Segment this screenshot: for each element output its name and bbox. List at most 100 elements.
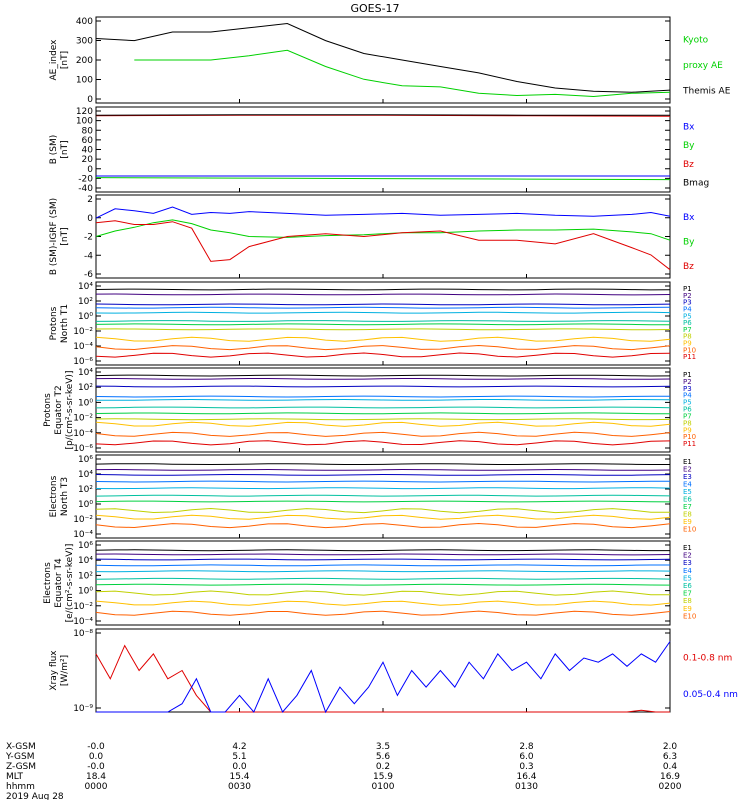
y-tick-label: -6 [84, 270, 93, 280]
legend-entry: P8 [683, 419, 692, 427]
flux-channel-line [95, 473, 671, 476]
y-tick-label: -20 [78, 174, 93, 184]
series-line [95, 114, 670, 116]
legend-entry: E2 [683, 552, 692, 560]
legend-entry: E10 [683, 612, 696, 620]
flux-channel-line [95, 494, 671, 497]
flux-channel-line [95, 311, 671, 314]
legend-entry: P5 [683, 399, 692, 407]
flux-channel-line [95, 328, 671, 331]
footer-value: 0.4 [663, 762, 678, 772]
y-tick-label: 10⁻⁶ [73, 444, 93, 454]
y-tick-label: 2 [87, 195, 93, 205]
y-axis-label: Equator T4 [54, 558, 64, 608]
y-tick-label: 10⁻⁴ [73, 617, 93, 627]
y-tick-label: 10⁰ [78, 587, 93, 597]
y-tick-label: 100 [76, 117, 93, 127]
flux-channel-line [95, 590, 670, 596]
y-tick-label: 40 [82, 146, 94, 156]
legend-entry: P10 [683, 433, 696, 441]
legend-entry: E1 [683, 544, 692, 552]
flux-channel-line [95, 293, 671, 296]
legend-entry: E8 [683, 597, 692, 605]
legend-entry: P4 [683, 305, 692, 313]
legend-entry: E9 [683, 518, 692, 526]
flux-channel-line [95, 610, 671, 616]
flux-channel-line [95, 406, 671, 409]
flux-channel-line [95, 440, 671, 446]
legend-entry: E8 [683, 511, 692, 519]
legend-entry: E7 [683, 503, 692, 511]
y-tick-label: 10⁴ [78, 368, 93, 378]
y-tick-label: 10⁻⁹ [73, 704, 93, 714]
y-axis-label: Electrons [43, 562, 53, 604]
flux-channel-line [95, 288, 671, 291]
flux-channel-line [95, 577, 671, 580]
panel-frame [95, 540, 671, 626]
flux-channel-line [95, 374, 671, 377]
y-tick-label: 0 [87, 95, 93, 105]
y-axis-label: Protons [49, 306, 59, 340]
y-axis-label: Xray flux [49, 650, 59, 691]
flux-channel-line [95, 336, 671, 342]
legend-entry: P1 [683, 371, 692, 379]
y-tick-label: -2 [84, 233, 93, 243]
legend-entry: E2 [683, 466, 692, 474]
footer-value: 5.1 [232, 752, 246, 762]
flux-channel-line [95, 352, 671, 358]
footer-value: 5.6 [376, 752, 391, 762]
legend-entry: 0.05-0.4 nm [683, 690, 738, 700]
footer-row-label: 2019 Aug 28 [6, 792, 64, 800]
footer-value: -0.0 [87, 742, 105, 752]
footer-value: -0.0 [87, 762, 105, 772]
legend-entry: Bmag [683, 179, 709, 189]
flux-channel-line [95, 600, 671, 606]
y-tick-label: 10⁻⁴ [73, 429, 93, 439]
chart-title: GOES-17 [350, 2, 399, 15]
flux-channel-line [95, 564, 670, 567]
y-axis-label: [nT] [60, 140, 70, 158]
y-axis-label: [nT] [60, 51, 70, 69]
legend-entry: P11 [683, 440, 696, 448]
legend-entry: P3 [683, 385, 692, 393]
footer-row-label: Y-GSM [5, 752, 34, 762]
legend-entry: By [683, 141, 695, 151]
flux-channel-line [95, 583, 671, 586]
y-axis-label: North T1 [60, 304, 70, 343]
y-tick-label: 400 [76, 17, 93, 27]
y-tick-label: 60 [82, 136, 94, 146]
footer-value: 2.8 [519, 742, 534, 752]
flux-channel-line [95, 395, 670, 398]
legend-entry: 0.1-0.8 nm [683, 653, 732, 663]
series-line [95, 177, 671, 181]
legend-entry: By [683, 238, 695, 248]
y-tick-label: 10⁻⁴ [73, 342, 93, 352]
y-axis-label: [nT] [60, 227, 70, 245]
flux-channel-line [95, 507, 670, 514]
legend-entry: Themis AE [682, 86, 731, 96]
footer-value: 6.3 [663, 752, 677, 762]
y-tick-label: 10⁻² [73, 327, 93, 337]
legend-entry: P3 [683, 299, 692, 307]
series-line [95, 220, 671, 271]
y-axis-label: [W/m²] [60, 655, 70, 686]
panel-frame [95, 367, 671, 453]
flux-channel-line [95, 303, 671, 306]
legend-entry: E7 [683, 590, 692, 598]
footer-value: 4.2 [232, 742, 246, 752]
footer-value: 0130 [515, 782, 538, 792]
y-axis-label: Electrons [49, 475, 59, 517]
y-tick-label: 10² [78, 571, 93, 581]
flux-channel-line [95, 487, 671, 490]
y-tick-label: 10² [78, 383, 93, 393]
y-tick-label: 10⁶ [78, 541, 93, 551]
y-axis-label: [e/(cm²-s-sr-keV)] [65, 544, 75, 623]
legend-entry: E10 [683, 526, 696, 534]
legend-entry: P6 [683, 406, 692, 414]
flux-channel-line [95, 522, 671, 529]
y-tick-label: 10² [78, 485, 93, 495]
y-tick-label: 10⁻⁸ [73, 629, 93, 639]
legend-entry: Bz [683, 160, 694, 170]
legend-entry: proxy AE [683, 61, 723, 71]
